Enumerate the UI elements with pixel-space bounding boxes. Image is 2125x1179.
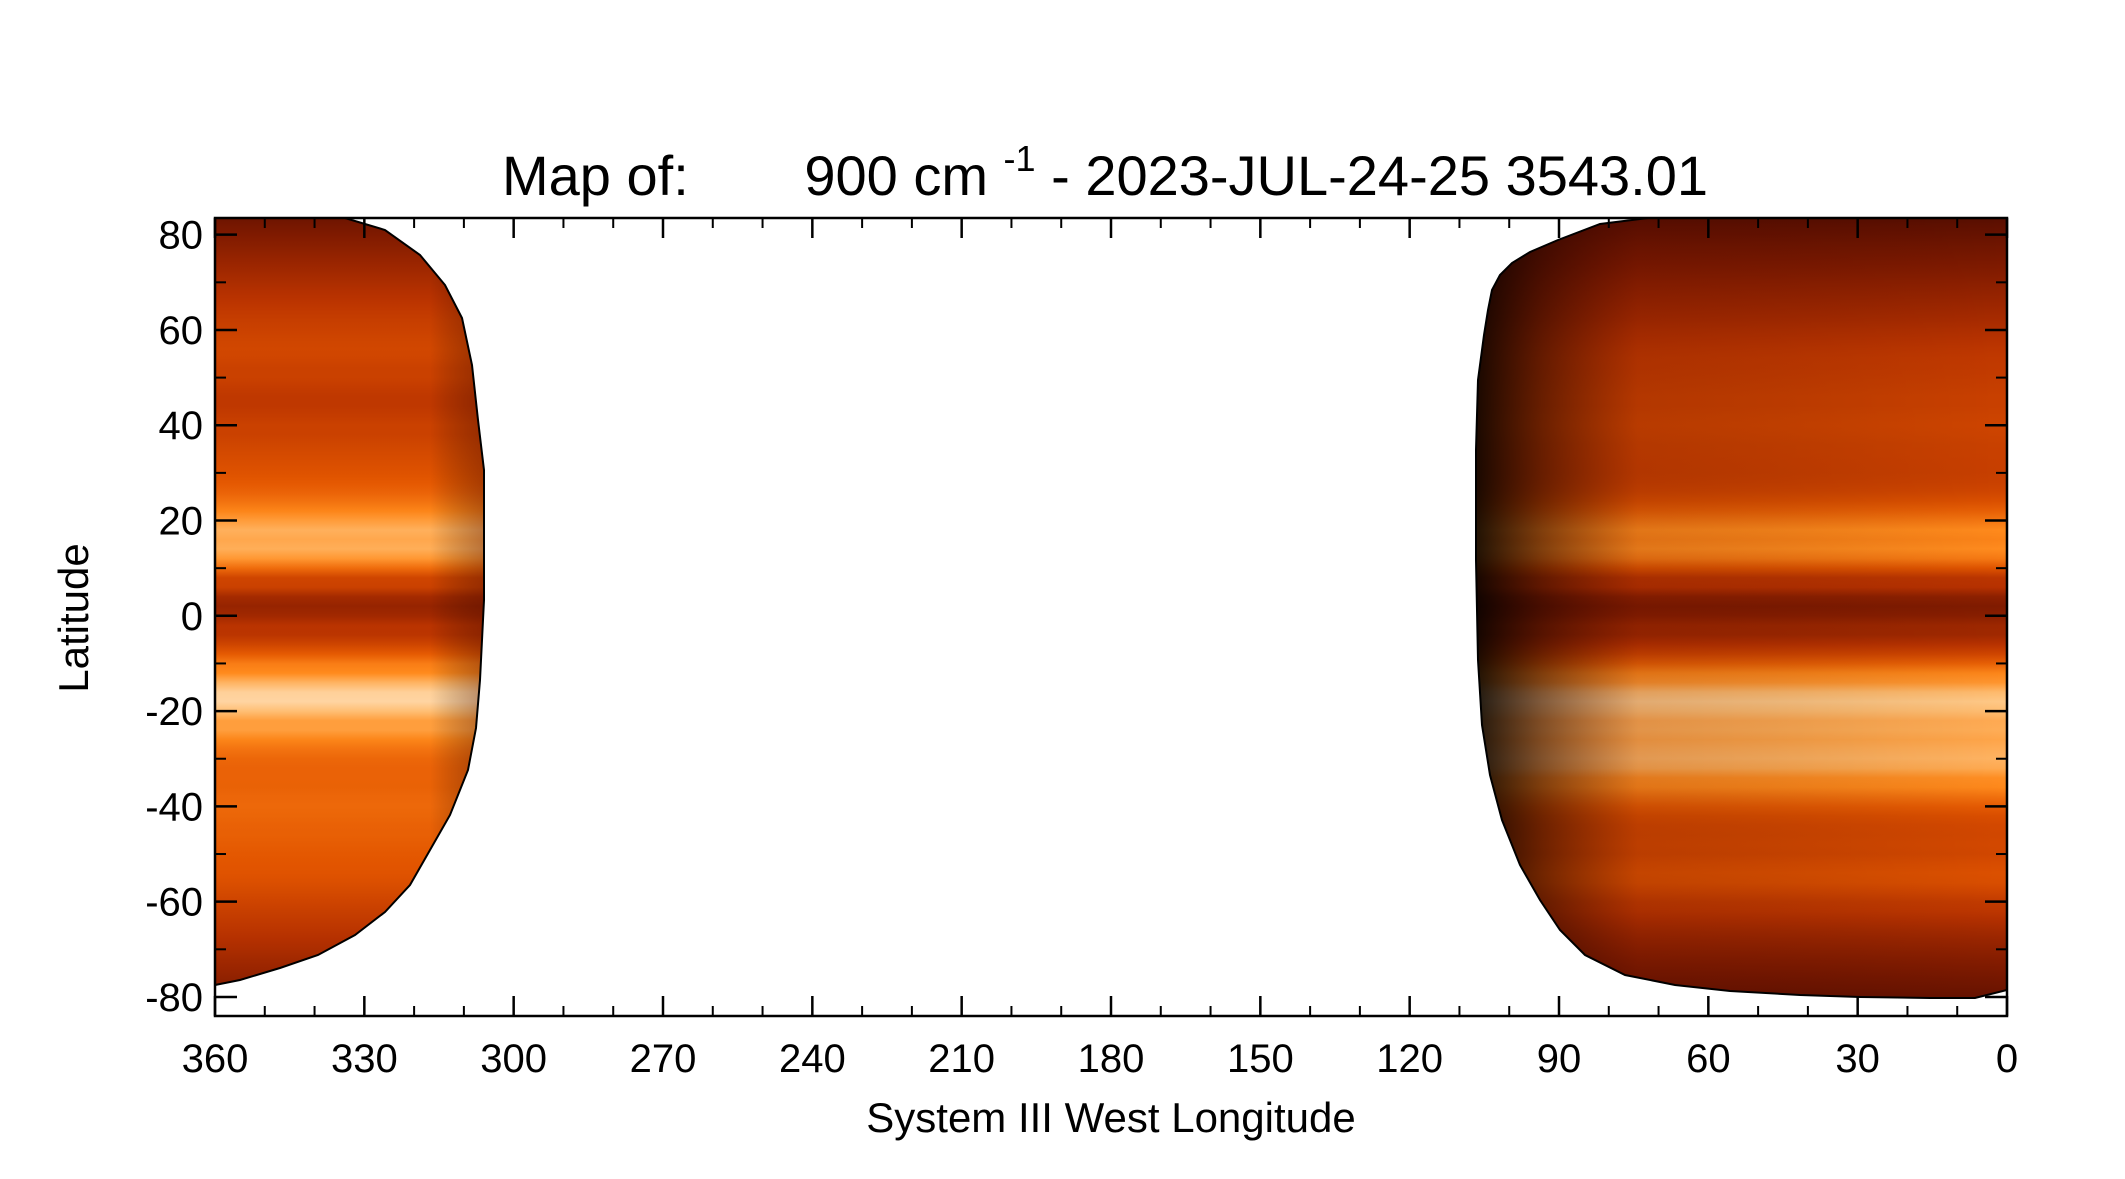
y-tick-label: 60 (159, 309, 204, 353)
east-segment (1475, 217, 2008, 999)
x-tick-label: 240 (779, 1037, 846, 1081)
west-segment-outline (214, 217, 485, 987)
x-tick-label: 0 (1996, 1037, 2018, 1081)
east-segment-outline (1475, 217, 2008, 999)
x-tick-label: 330 (331, 1037, 398, 1081)
west-segment (214, 217, 485, 987)
title-exponent: -1 (1004, 138, 1036, 179)
x-axis-title: System III West Longitude (866, 1094, 1355, 1141)
y-tick-label: 20 (159, 500, 204, 544)
y-tick-label: -60 (145, 881, 203, 925)
x-tick-label: 150 (1227, 1037, 1294, 1081)
x-tick-label: 60 (1686, 1037, 1731, 1081)
west-segment-limb-shade (215, 218, 484, 985)
y-tick-label: 80 (159, 214, 204, 258)
x-tick-label: 180 (1078, 1037, 1145, 1081)
y-tick-label: -20 (145, 690, 203, 734)
x-tick-label: 300 (480, 1037, 547, 1081)
title-prefix: Map of: (502, 144, 689, 207)
title-suffix: - 2023-JUL-24-25 3543.01 (1051, 144, 1708, 207)
y-tick-label: 40 (159, 404, 204, 448)
y-axis-title: Latitude (50, 543, 97, 692)
title-wavenumber: 900 cm (804, 144, 988, 207)
y-tick-label: -40 (145, 785, 203, 829)
y-tick-label: 0 (181, 595, 203, 639)
x-tick-label: 210 (928, 1037, 995, 1081)
x-tick-label: 270 (630, 1037, 697, 1081)
x-tick-label: 90 (1537, 1037, 1582, 1081)
east-segment-limb-shade (1476, 218, 2007, 998)
x-tick-label: 30 (1835, 1037, 1880, 1081)
x-axis: 360 330 300 270 240 210 180 150 120 90 60 30 0 (182, 218, 2018, 1081)
x-tick-label: 120 (1376, 1037, 1443, 1081)
y-axis: 80 60 40 20 0 -20 -40 -60 -80 (145, 214, 2007, 1020)
y-tick-label: -80 (145, 976, 203, 1020)
chart-title: Map of: 900 cm -1 - 2023-JUL-24-25 3543.… (502, 120, 1708, 207)
x-tick-label: 360 (182, 1037, 249, 1081)
map-layer (214, 217, 2008, 999)
